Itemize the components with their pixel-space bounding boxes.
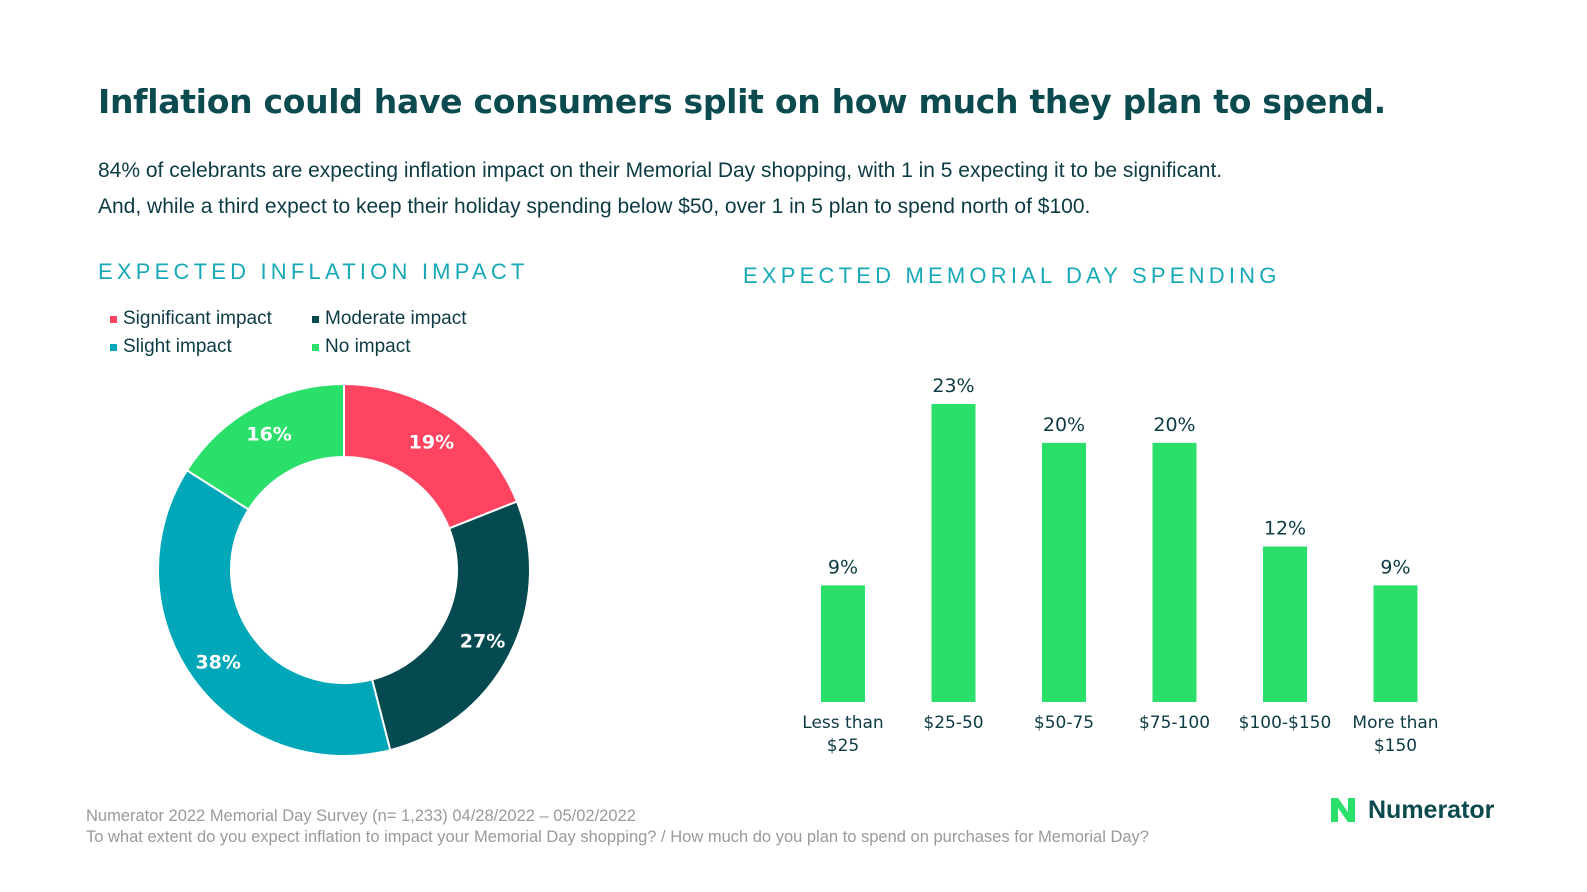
bar-2 <box>931 404 976 702</box>
legend-swatch <box>312 343 319 351</box>
numerator-n-icon <box>1331 798 1355 822</box>
legend-label: Moderate impact <box>325 308 467 329</box>
footer-source: Numerator 2022 Memorial Day Survey (n= 1… <box>86 806 1149 848</box>
bar-category-label: More than <box>1352 713 1438 733</box>
bar-chart-title: EXPECTED MEMORIAL DAY SPENDING <box>743 263 1281 288</box>
bar-category-label: $100-$150 <box>1239 713 1332 733</box>
logo-text: Numerator <box>1368 795 1495 824</box>
donut-slice-label: 19% <box>409 431 454 453</box>
legend-item-moderate: Moderate impact <box>312 308 467 330</box>
donut-slice-2 <box>370 500 531 752</box>
legend-swatch <box>110 343 117 351</box>
bar-category-label: $25-50 <box>923 713 983 733</box>
legend-item-none: No impact <box>312 336 411 358</box>
bar-value-label: 9% <box>828 556 858 578</box>
legend-swatch <box>110 315 117 323</box>
legend-label: Slight impact <box>123 336 232 357</box>
legend-label: Significant impact <box>123 308 272 329</box>
bar-6 <box>1373 585 1418 702</box>
bar-category-label: $50-75 <box>1034 713 1094 733</box>
bar-value-label: 20% <box>1043 414 1085 436</box>
donut-slice-4 <box>185 382 345 511</box>
subtitle-line-2: And, while a third expect to keep their … <box>98 195 1091 218</box>
bar-1 <box>821 585 865 702</box>
donut-chart-title: EXPECTED INFLATION IMPACT <box>98 259 529 284</box>
page-subtitle: 84% of celebrants are expecting inflatio… <box>98 153 1538 225</box>
legend-swatch <box>312 315 319 323</box>
donut-slice-label: 38% <box>195 651 240 673</box>
bar-category-label: $25 <box>827 736 859 756</box>
donut-slice-label: 27% <box>460 631 505 653</box>
legend-label: No impact <box>325 336 411 357</box>
legend-item-slight: Slight impact <box>110 336 232 358</box>
footer-line-2: To what extent do you expect inflation t… <box>86 828 1149 846</box>
bar-chart: 9% Less than $25 23% $25-50 20% $50-75 20% $75-1… <box>802 375 1438 756</box>
subtitle-line-1: 84% of celebrants are expecting inflatio… <box>98 159 1223 182</box>
page-title: Inflation could have consumers split on … <box>98 82 1386 121</box>
bar-value-label: 12% <box>1264 518 1306 540</box>
bar-category-label: $150 <box>1374 736 1417 756</box>
bar-category-label: $75-100 <box>1139 713 1210 733</box>
bar-4 <box>1152 442 1197 702</box>
bar-value-label: 20% <box>1153 414 1195 436</box>
bar-5 <box>1263 546 1307 702</box>
donut-chart: 19% 27% 38% 16% <box>157 382 531 757</box>
bar-value-label: 23% <box>932 375 974 397</box>
bar-category-label: Less than <box>802 713 883 733</box>
donut-slice-3 <box>157 468 392 757</box>
donut-slice-1 <box>343 382 519 530</box>
footer-line-1: Numerator 2022 Memorial Day Survey (n= 1… <box>86 807 636 825</box>
legend-item-significant: Significant impact <box>110 308 272 330</box>
bar-3 <box>1042 442 1086 702</box>
bar-value-label: 9% <box>1380 556 1410 578</box>
donut-slice-label: 16% <box>246 424 291 446</box>
numerator-logo: Numerator <box>1328 795 1494 825</box>
